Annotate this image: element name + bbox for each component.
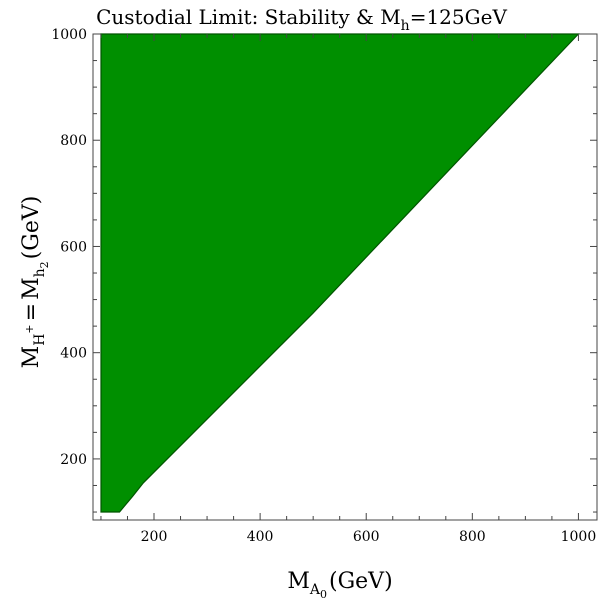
y-tick-label: 600 — [60, 239, 87, 255]
y-tick-label: 400 — [60, 346, 87, 362]
x-tick-label: 1000 — [561, 529, 597, 545]
axis-ticks: 200 400 600 800 1000 200 400 600 800 1000 — [51, 27, 597, 545]
x-tick-label: 200 — [141, 529, 168, 545]
x-tick-label: 400 — [247, 529, 274, 545]
x-tick-label: 800 — [459, 529, 486, 545]
y-axis-label: MH+=Mh2(GeV) — [19, 196, 51, 369]
x-axis-label: MA0(GeV) — [287, 569, 392, 600]
y-tick-label: 200 — [60, 452, 87, 468]
chart-title: Custodial Limit: Stability & Mh=125GeV — [96, 5, 507, 34]
allowed-region — [100, 33, 580, 513]
y-tick-label: 800 — [60, 133, 87, 149]
allowed-region-layer — [100, 33, 580, 513]
y-tick-label: 1000 — [51, 27, 87, 43]
x-tick-label: 600 — [353, 529, 380, 545]
